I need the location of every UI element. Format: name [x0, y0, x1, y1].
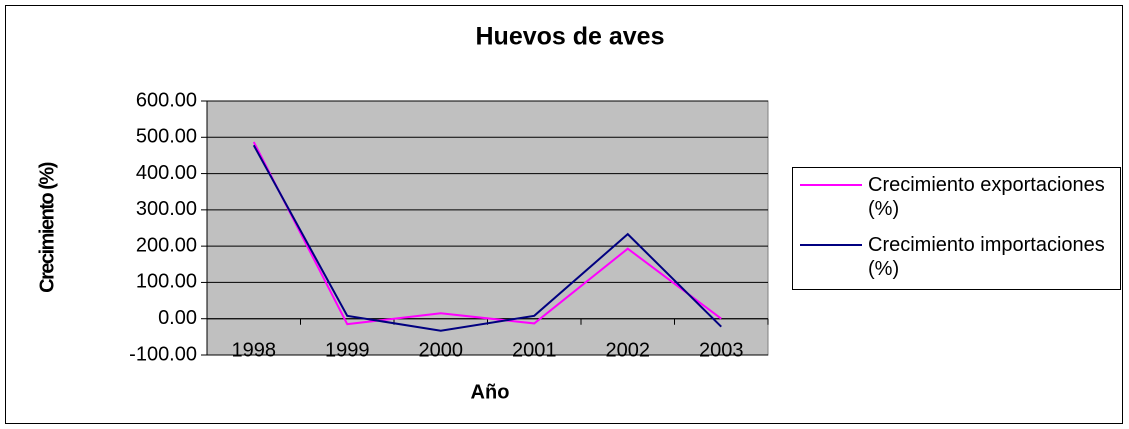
series-line	[252, 144, 722, 332]
y-axis-label: Crecimiento (%)	[36, 162, 58, 293]
x-tick-label: 2002	[606, 339, 651, 361]
legend-label: Crecimiento exportaciones (%)	[868, 174, 1105, 220]
plot-area	[206, 100, 769, 356]
x-tick-label: 2001	[512, 339, 557, 361]
y-tick-label: 300.00	[136, 198, 197, 220]
y-tick-label: 600.00	[136, 89, 197, 111]
chart-title: Huevos de aves	[476, 23, 665, 51]
y-tick-label: 100.00	[136, 271, 197, 293]
x-tick-label: 1999	[325, 339, 370, 361]
legend-box	[792, 167, 1121, 290]
y-tick-label: -100.00	[129, 343, 197, 365]
y-tick-label: 400.00	[136, 162, 197, 184]
x-tick-label: 2003	[699, 339, 744, 361]
y-tick-label: 200.00	[136, 234, 197, 256]
x-axis-label: Año	[471, 381, 510, 403]
legend-label: Crecimiento importaciones (%)	[868, 234, 1105, 280]
x-tick-label: 2000	[419, 339, 464, 361]
y-tick-label: 500.00	[136, 126, 197, 148]
series-line	[252, 141, 722, 326]
x-tick-label: 1998	[232, 339, 277, 361]
y-tick-label: 0.00	[158, 307, 197, 329]
